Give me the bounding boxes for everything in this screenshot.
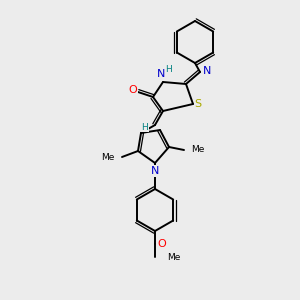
Text: Me: Me [167,253,180,262]
Text: H: H [142,122,148,131]
Text: S: S [194,99,202,109]
Text: O: O [129,85,137,95]
Text: Me: Me [191,146,204,154]
Text: N: N [203,66,211,76]
Text: N: N [151,166,159,176]
Text: Me: Me [102,152,115,161]
Text: O: O [158,239,166,249]
Text: N: N [157,69,165,79]
Text: H: H [166,65,172,74]
